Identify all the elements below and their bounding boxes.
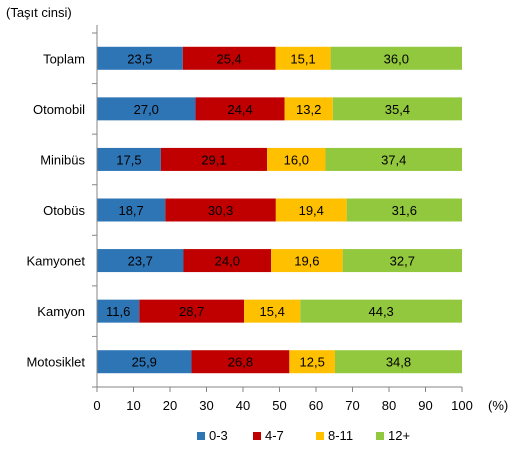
x-tick-label: 20 (163, 398, 177, 413)
data-label: 19,6 (294, 254, 319, 269)
chart-title: (Taşıt cinsi) (6, 5, 72, 20)
bar-segment (97, 350, 192, 374)
x-tick-label: 30 (199, 398, 213, 413)
data-label: 19,4 (299, 203, 324, 218)
data-label: 11,6 (106, 304, 130, 319)
x-tick-label: 50 (272, 398, 286, 413)
data-label: 27,0 (134, 102, 159, 117)
data-label: 12,5 (300, 355, 325, 370)
category-label: Otomobil (33, 102, 85, 117)
data-label: 35,4 (385, 102, 410, 117)
data-label: 31,6 (392, 203, 417, 218)
data-label: 24,0 (215, 254, 240, 269)
legend-label: 12+ (388, 428, 410, 443)
data-label: 30,3 (208, 203, 233, 218)
category-label: Toplam (43, 51, 85, 66)
data-label: 24,4 (227, 102, 252, 117)
data-label: 23,7 (128, 254, 153, 269)
bar-segment (325, 147, 462, 171)
bar-segment (97, 249, 184, 273)
x-tick-label: 70 (345, 398, 359, 413)
x-tick-label: 80 (382, 398, 396, 413)
legend-label: 8-11 (328, 428, 353, 443)
data-label: 15,1 (290, 51, 315, 66)
data-label: 36,0 (384, 51, 409, 66)
data-label: 25,9 (132, 355, 157, 370)
bar-segment (139, 299, 245, 323)
bar-segment (191, 350, 290, 374)
x-tick-label: 60 (309, 398, 323, 413)
data-label: 29,1 (201, 152, 226, 167)
bar-segment (284, 97, 333, 121)
data-label: 32,7 (390, 254, 415, 269)
data-label: 13,2 (296, 102, 321, 117)
bar-segment (300, 299, 462, 323)
category-label: Minibüs (40, 152, 85, 167)
x-axis-unit-label: (%) (488, 398, 508, 413)
bar-segment (195, 97, 285, 121)
bar-segment (97, 147, 161, 171)
bar-segment (97, 97, 196, 121)
x-tick-label: 90 (418, 398, 432, 413)
data-label: 18,7 (118, 203, 143, 218)
category-label: Kamyon (37, 304, 85, 319)
bar-segment (267, 147, 326, 171)
category-label: Kamyonet (26, 254, 85, 269)
data-label: 23,5 (127, 51, 152, 66)
x-tick-label: 0 (93, 398, 100, 413)
bar-segment (346, 198, 462, 222)
bar-segment (275, 198, 347, 222)
plot-area: Toplam 23,5 25,4 15,1 36,0 Otomobil 27,0 24,4 13… (26, 25, 473, 413)
bar-segment (97, 299, 140, 323)
legend-swatch (197, 432, 205, 440)
legend-label: 4-7 (265, 428, 284, 443)
data-label: 16,0 (284, 152, 309, 167)
bar-segment (342, 249, 462, 273)
bar-segment (183, 249, 272, 273)
bar-segment (97, 46, 183, 70)
category-label: Motosiklet (26, 355, 85, 370)
bar-segment (275, 46, 331, 70)
x-tick-label: 100 (451, 398, 473, 413)
legend-swatch (376, 432, 384, 440)
category-label: Otobüs (43, 203, 85, 218)
bar-segment (244, 299, 301, 323)
legend-swatch (316, 432, 324, 440)
bar-segment (160, 147, 268, 171)
data-label: 34,8 (386, 355, 411, 370)
data-label: 25,4 (216, 51, 241, 66)
bar-segment (334, 350, 462, 374)
x-tick-label: 10 (126, 398, 140, 413)
data-label: 28,7 (179, 304, 204, 319)
bar-segment (330, 46, 462, 70)
bar-segment (289, 350, 335, 374)
bar-segment (182, 46, 276, 70)
legend: 0-3 4-7 8-11 12+ (197, 428, 410, 443)
legend-swatch (253, 432, 261, 440)
data-label: 15,4 (260, 304, 285, 319)
bar-segment (165, 198, 276, 222)
bar-segment (271, 249, 343, 273)
bar-segment (97, 198, 166, 222)
data-label: 26,8 (228, 355, 253, 370)
data-label: 44,3 (368, 304, 393, 319)
legend-label: 0-3 (209, 428, 228, 443)
data-label: 37,4 (381, 152, 406, 167)
data-label: 17,5 (116, 152, 141, 167)
x-tick-label: 40 (236, 398, 250, 413)
bar-segment (332, 97, 462, 121)
